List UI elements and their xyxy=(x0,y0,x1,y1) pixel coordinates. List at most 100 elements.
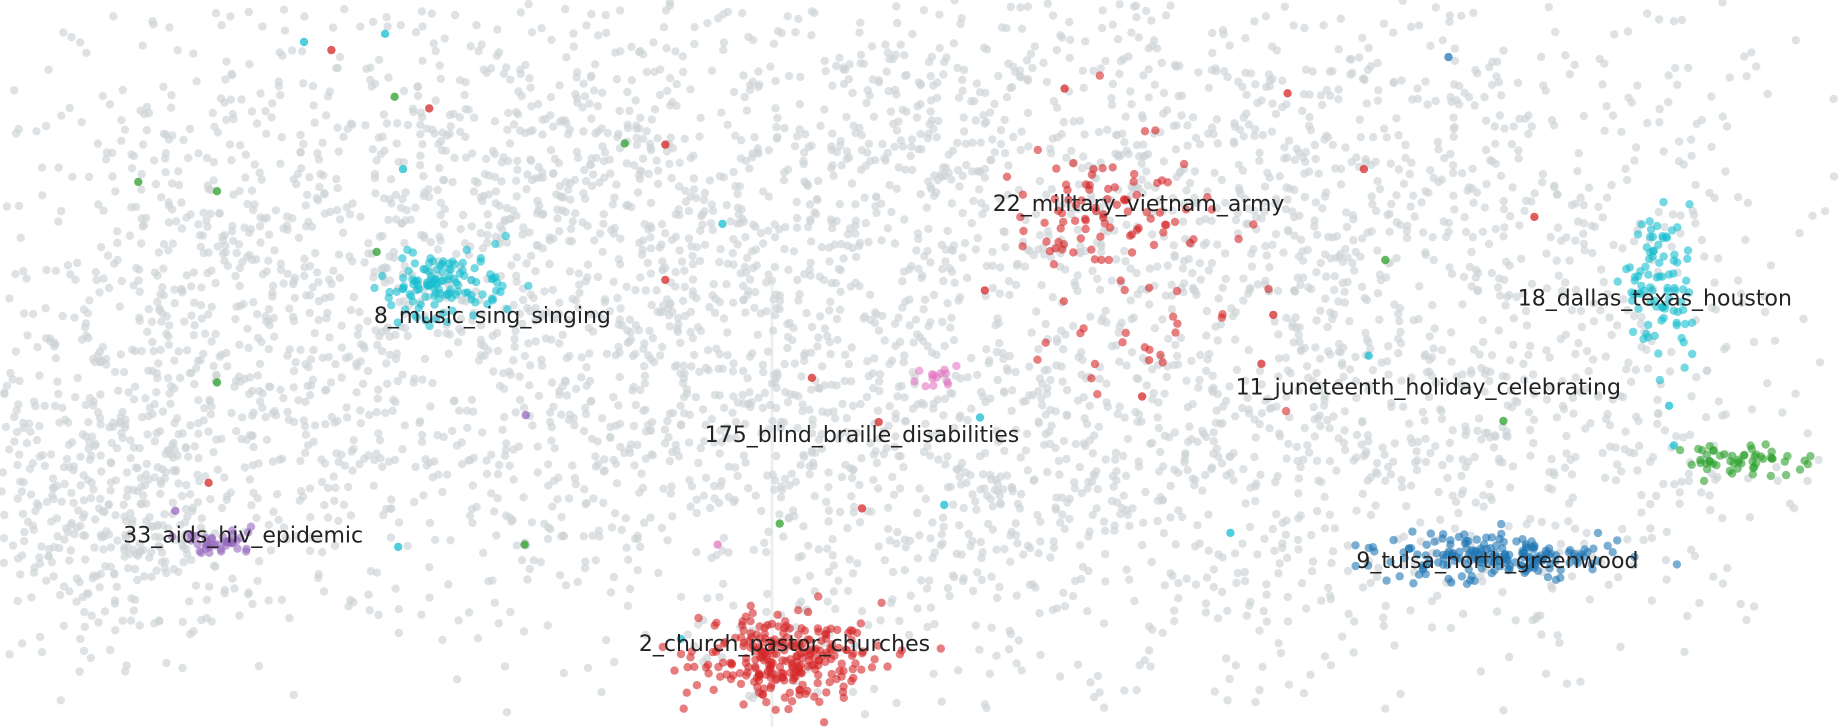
background-point xyxy=(96,243,106,252)
background-point xyxy=(1057,326,1066,335)
background-point xyxy=(1803,476,1812,486)
background-point xyxy=(1814,455,1823,465)
background-point xyxy=(1560,463,1570,472)
background-point xyxy=(1383,462,1393,472)
background-point xyxy=(656,351,665,360)
background-point xyxy=(626,440,636,449)
background-point xyxy=(1808,211,1817,220)
background-point xyxy=(678,379,688,388)
background-point xyxy=(147,317,156,326)
background-point xyxy=(988,525,997,534)
background-point xyxy=(650,67,659,77)
background-point xyxy=(326,378,336,387)
background-point xyxy=(920,295,930,304)
background-point xyxy=(764,527,773,536)
cluster-point xyxy=(1019,226,1028,236)
background-point xyxy=(1477,435,1486,444)
background-point xyxy=(507,261,516,270)
background-point xyxy=(349,292,358,302)
background-point xyxy=(731,433,740,442)
background-point xyxy=(349,436,358,445)
background-point xyxy=(1506,212,1515,221)
background-point xyxy=(401,188,410,197)
background-point xyxy=(1684,63,1693,72)
background-point xyxy=(671,268,680,277)
background-point xyxy=(533,196,542,206)
background-point xyxy=(1487,351,1497,360)
background-point xyxy=(1282,553,1292,563)
background-point xyxy=(988,261,997,270)
background-point xyxy=(1364,437,1373,446)
background-point xyxy=(1147,16,1156,25)
background-point xyxy=(210,561,219,570)
background-point xyxy=(243,590,253,599)
background-point xyxy=(593,437,602,446)
background-point xyxy=(538,168,547,177)
background-point xyxy=(502,238,512,247)
background-point xyxy=(967,404,976,413)
background-point xyxy=(1011,425,1021,435)
background-point xyxy=(1213,614,1223,623)
background-point xyxy=(1434,487,1443,497)
background-point xyxy=(783,343,792,353)
background-point xyxy=(204,184,213,194)
background-point xyxy=(1296,280,1305,290)
background-point xyxy=(160,564,169,573)
background-point xyxy=(964,529,973,539)
background-point xyxy=(751,222,760,232)
background-point xyxy=(839,63,848,72)
background-point xyxy=(978,209,987,219)
background-point xyxy=(1571,236,1580,245)
background-point xyxy=(1223,606,1232,615)
background-point xyxy=(420,354,430,364)
background-point xyxy=(1605,313,1614,322)
background-point xyxy=(330,496,339,506)
background-point xyxy=(1392,114,1401,123)
background-point xyxy=(1170,465,1179,474)
background-point xyxy=(491,199,500,208)
background-point xyxy=(572,384,581,394)
background-point xyxy=(185,597,194,606)
background-point xyxy=(616,304,625,313)
background-point xyxy=(847,492,856,501)
background-point xyxy=(308,283,317,292)
background-point xyxy=(870,354,879,363)
background-point xyxy=(995,582,1004,592)
background-point xyxy=(982,117,991,127)
background-point xyxy=(671,47,680,56)
background-point xyxy=(439,220,449,229)
background-point xyxy=(1655,118,1664,127)
background-point xyxy=(1677,477,1686,486)
background-point xyxy=(69,462,79,471)
background-point xyxy=(1608,395,1618,404)
background-point xyxy=(35,452,44,461)
background-point xyxy=(427,9,436,18)
background-point xyxy=(971,245,980,254)
background-point xyxy=(852,428,861,437)
cluster-point xyxy=(1002,172,1012,181)
background-point xyxy=(170,285,179,294)
background-point xyxy=(1191,580,1201,589)
background-point xyxy=(737,136,746,145)
background-point xyxy=(482,469,492,479)
background-point xyxy=(490,149,500,159)
background-point xyxy=(1700,252,1709,261)
background-point xyxy=(766,62,775,71)
background-point xyxy=(1469,8,1478,18)
background-point xyxy=(484,577,493,586)
background-point xyxy=(1290,287,1300,296)
background-point xyxy=(522,184,531,194)
background-point xyxy=(889,490,899,499)
background-point xyxy=(1125,521,1134,531)
background-point xyxy=(500,215,510,225)
background-point xyxy=(856,18,865,27)
background-point xyxy=(111,511,120,520)
background-point xyxy=(1261,241,1270,251)
background-point xyxy=(49,484,58,493)
background-point xyxy=(329,472,338,481)
background-point xyxy=(541,114,550,124)
background-point xyxy=(385,332,394,341)
background-point xyxy=(1392,253,1401,263)
background-point xyxy=(670,362,680,371)
background-point xyxy=(13,596,22,606)
